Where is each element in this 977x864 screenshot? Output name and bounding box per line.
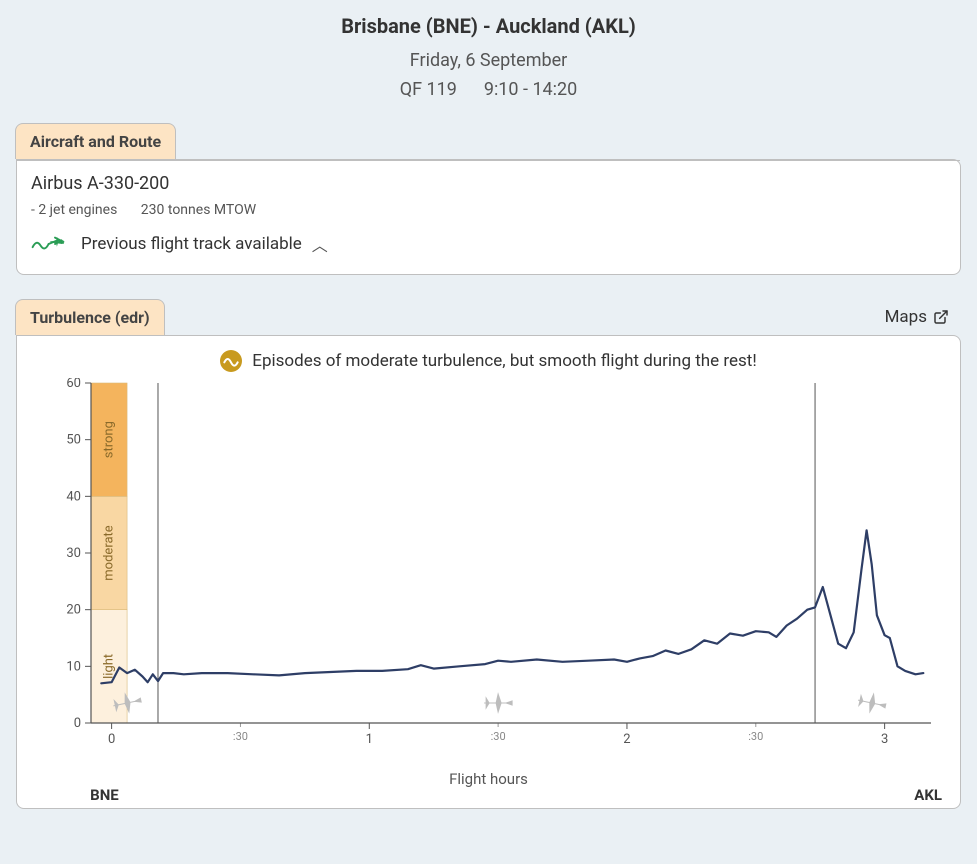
previous-track-label: Previous flight track available xyxy=(81,234,302,254)
flight-header: Brisbane (BNE) - Auckland (AKL) Friday, … xyxy=(16,14,961,100)
dest-code: AKL xyxy=(914,786,942,804)
origin-code: BNE xyxy=(90,786,119,804)
x-axis-label: Flight hours xyxy=(25,770,952,788)
turbulence-summary-text: Episodes of moderate turbulence, but smo… xyxy=(252,351,756,371)
route-title: Brisbane (BNE) - Auckland (AKL) xyxy=(16,14,961,38)
svg-text:strong: strong xyxy=(101,421,116,458)
maps-label: Maps xyxy=(885,307,927,327)
flight-details: QF 119 9:10 - 14:20 xyxy=(16,79,961,100)
svg-text::30: :30 xyxy=(491,730,506,743)
svg-text:0: 0 xyxy=(74,716,81,731)
flight-track-icon xyxy=(31,234,71,254)
svg-text:0: 0 xyxy=(108,732,115,747)
svg-text:50: 50 xyxy=(66,433,81,448)
turbulence-badge-icon xyxy=(220,350,242,372)
mtow-spec: 230 tonnes MTOW xyxy=(141,202,256,218)
turbulence-chart-svg: lightmoderatestrong01020304050600123:30:… xyxy=(25,378,952,768)
turbulence-card-tab: Turbulence (edr) xyxy=(15,299,165,335)
chevron-up-icon: ︿ xyxy=(312,232,328,256)
engines-spec: - 2 jet engines xyxy=(31,202,117,218)
svg-text:40: 40 xyxy=(66,489,81,504)
svg-text::30: :30 xyxy=(233,730,248,743)
turbulence-summary: Episodes of moderate turbulence, but smo… xyxy=(17,336,960,378)
previous-track-toggle[interactable]: Previous flight track available ︿ xyxy=(31,232,328,256)
svg-text:1: 1 xyxy=(366,732,373,747)
svg-text:30: 30 xyxy=(66,546,81,561)
svg-text:60: 60 xyxy=(66,378,81,391)
aircraft-card-tab: Aircraft and Route xyxy=(15,123,176,159)
turbulence-card: Turbulence (edr) Maps Episodes of modera… xyxy=(16,299,961,809)
maps-link[interactable]: Maps xyxy=(881,299,961,335)
svg-text:3: 3 xyxy=(881,732,888,747)
flight-number: QF 119 xyxy=(400,79,457,100)
aircraft-specs: - 2 jet engines 230 tonnes MTOW xyxy=(31,202,946,218)
turbulence-chart: lightmoderatestrong01020304050600123:30:… xyxy=(17,378,960,808)
svg-text:20: 20 xyxy=(66,603,81,618)
flight-times: 9:10 - 14:20 xyxy=(484,79,577,100)
flight-date: Friday, 6 September xyxy=(16,50,961,71)
svg-text::30: :30 xyxy=(748,730,763,743)
svg-text:moderate: moderate xyxy=(101,525,116,581)
svg-text:2: 2 xyxy=(623,732,630,747)
svg-text:10: 10 xyxy=(66,659,81,674)
aircraft-name: Airbus A-330-200 xyxy=(31,173,946,194)
aircraft-route-card: Aircraft and Route Airbus A-330-200 - 2 … xyxy=(16,124,961,275)
external-link-icon xyxy=(933,309,949,325)
page: Brisbane (BNE) - Auckland (AKL) Friday, … xyxy=(0,0,977,851)
